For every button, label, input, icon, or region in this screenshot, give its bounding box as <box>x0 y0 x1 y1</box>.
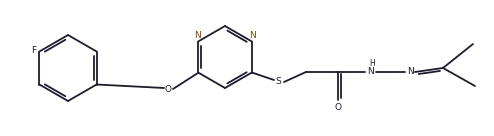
Text: O: O <box>165 86 171 95</box>
Text: O: O <box>334 103 341 112</box>
Text: N: N <box>367 67 373 76</box>
Text: S: S <box>275 78 281 86</box>
Text: H: H <box>369 60 375 69</box>
Text: N: N <box>194 31 201 40</box>
Text: N: N <box>249 31 256 40</box>
Text: F: F <box>31 46 36 55</box>
Text: N: N <box>407 67 413 76</box>
